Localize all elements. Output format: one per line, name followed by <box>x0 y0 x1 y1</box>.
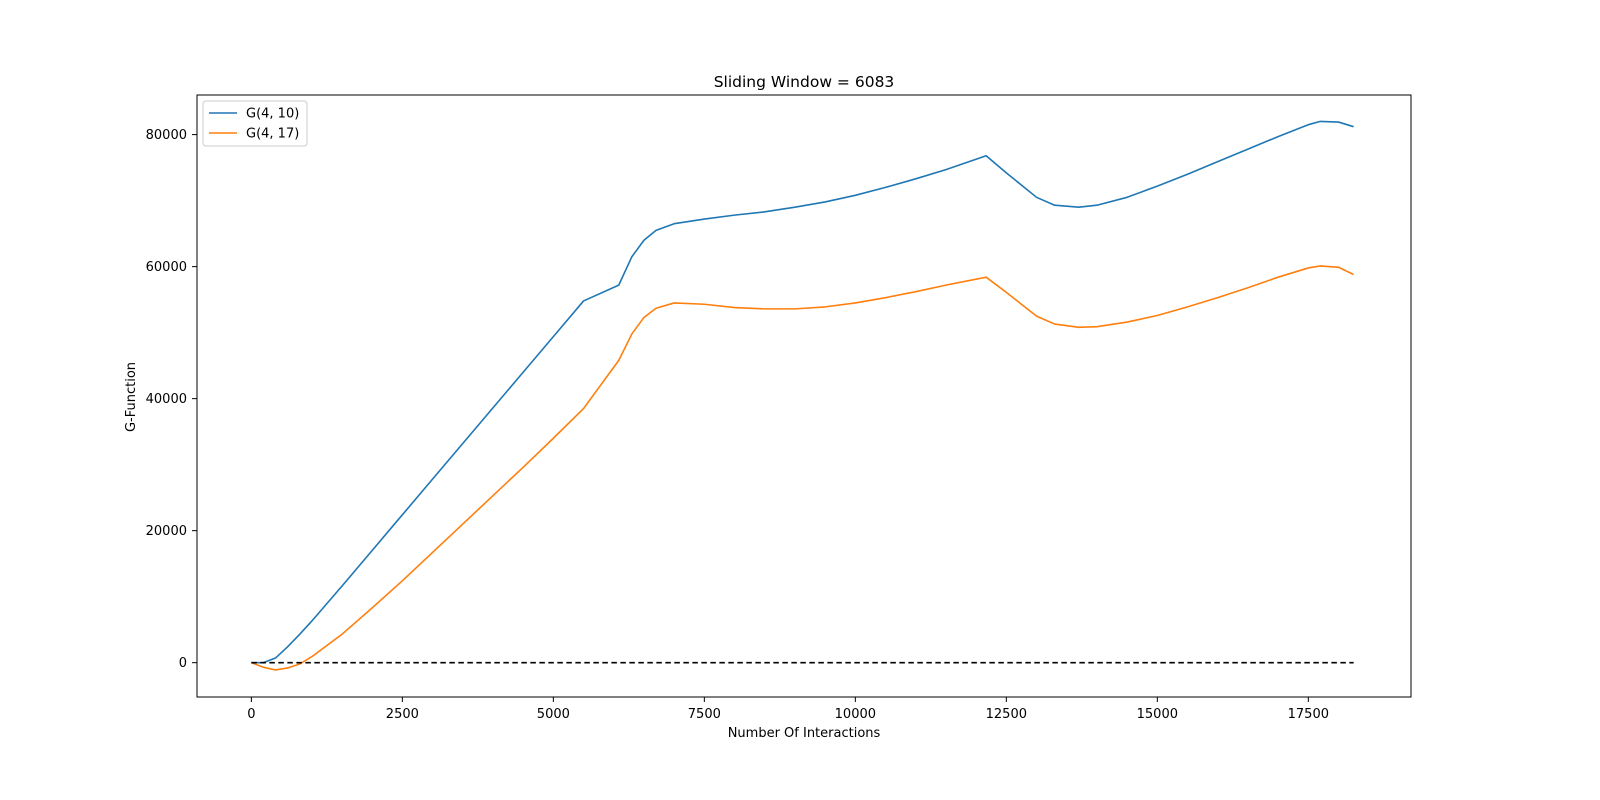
x-tick-label: 10000 <box>835 707 876 722</box>
chart-title: Sliding Window = 6083 <box>714 73 895 91</box>
x-tick-label: 5000 <box>537 707 570 722</box>
x-tick-label: 12500 <box>986 707 1027 722</box>
x-tick-label: 7500 <box>688 707 721 722</box>
plot-area-frame <box>196 94 1412 698</box>
x-tick-label: 15000 <box>1137 707 1178 722</box>
y-tick-label: 0 <box>179 656 187 671</box>
x-tick-label: 0 <box>247 707 255 722</box>
series-layer <box>251 120 1354 671</box>
x-tick-label: 17500 <box>1288 707 1329 722</box>
x-axis-ticks: 0 2500 5000 7500 10000 12500 15000 17500 <box>247 697 1329 722</box>
y-tick-label: 40000 <box>146 392 187 407</box>
y-tick-label: 80000 <box>146 128 187 143</box>
x-tick-label: 2500 <box>386 707 419 722</box>
y-tick-label: 60000 <box>146 260 187 275</box>
y-axis-label: G-Function <box>124 362 139 432</box>
y-tick-label: 20000 <box>146 524 187 539</box>
x-axis-label: Number Of Interactions <box>728 726 881 741</box>
legend: G(4, 10) G(4, 17) <box>202 100 308 147</box>
legend-label-1: G(4, 10) <box>246 107 299 122</box>
legend-label-2: G(4, 17) <box>246 127 299 142</box>
legend-entries: G(4, 10) G(4, 17) <box>209 107 299 142</box>
y-axis-ticks: 0 20000 40000 60000 80000 <box>146 128 197 671</box>
series-line-1 <box>251 120 1354 664</box>
series-line-2 <box>251 265 1354 671</box>
